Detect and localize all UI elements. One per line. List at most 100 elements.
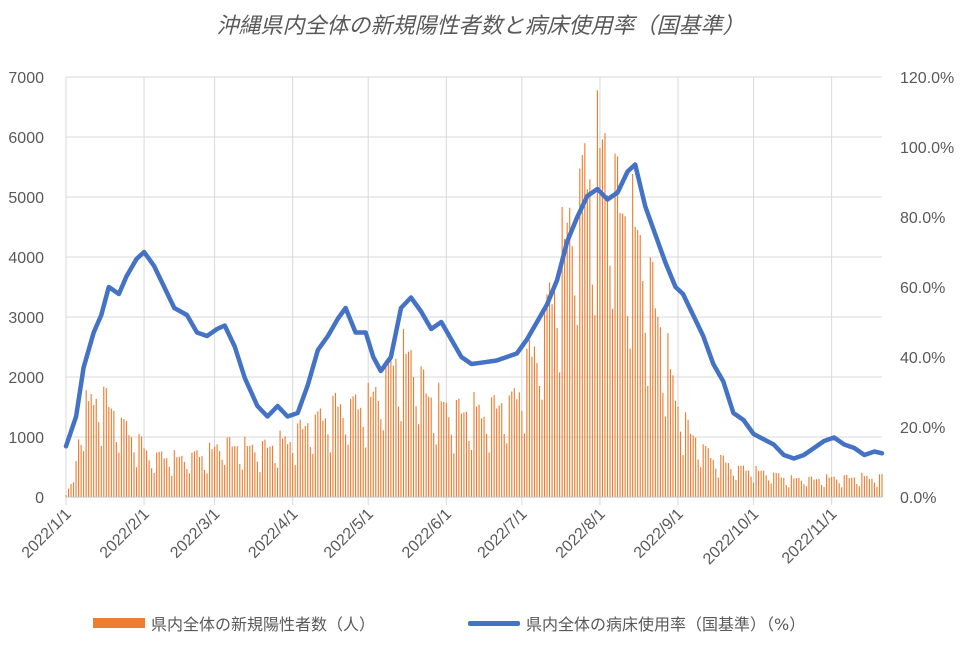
bar-new-cases xyxy=(815,479,818,497)
bar-new-cases xyxy=(88,401,90,497)
bar-new-cases xyxy=(861,472,863,497)
bar-new-cases xyxy=(780,477,782,497)
bar-new-cases xyxy=(430,397,432,497)
bar-new-cases xyxy=(123,419,125,497)
bar-new-cases xyxy=(70,484,72,497)
bar-new-cases xyxy=(707,448,709,497)
bar-new-cases xyxy=(533,346,536,497)
bar-new-cases xyxy=(143,448,145,497)
bar-new-cases xyxy=(637,229,639,498)
bar-new-cases xyxy=(881,473,883,497)
bar-new-cases xyxy=(828,477,830,497)
bar-new-cases xyxy=(108,407,110,497)
bar-new-cases xyxy=(120,417,122,497)
bar-new-cases xyxy=(211,449,213,497)
x-tick-label: 2022/3/1 xyxy=(167,506,223,562)
bar-new-cases xyxy=(350,398,352,497)
y-right-tick-label: 60.0% xyxy=(900,280,945,297)
bar-new-cases xyxy=(105,388,107,497)
bar-new-cases xyxy=(798,477,800,497)
bar-new-cases xyxy=(93,405,95,497)
bar-new-cases xyxy=(168,466,170,497)
bar-new-cases xyxy=(224,464,226,497)
bar-new-cases xyxy=(657,317,659,497)
bar-new-cases xyxy=(820,484,823,497)
bar-new-cases xyxy=(589,179,591,497)
bar-new-cases xyxy=(591,284,593,497)
x-tick-label: 2022/5/1 xyxy=(321,506,377,562)
x-tick-label: 2022/2/1 xyxy=(97,506,153,562)
bar-new-cases xyxy=(83,451,85,497)
bar-new-cases xyxy=(692,435,694,497)
bar-new-cases xyxy=(135,467,138,497)
bar-new-cases xyxy=(851,477,853,497)
bar-new-cases xyxy=(334,392,337,497)
bar-new-cases xyxy=(249,445,251,497)
bar-new-cases xyxy=(735,479,737,497)
bar-new-cases xyxy=(297,423,299,497)
bar-new-cases xyxy=(410,350,412,497)
bar-new-cases xyxy=(722,455,724,497)
x-tick-label: 2022/10/1 xyxy=(700,506,762,568)
bar-new-cases xyxy=(810,476,813,497)
x-tick-label: 2022/4/1 xyxy=(245,506,301,562)
bar-new-cases xyxy=(712,459,714,497)
bar-new-cases xyxy=(584,143,586,497)
bar-new-cases xyxy=(186,469,188,497)
bar-new-cases xyxy=(284,436,286,497)
bar-new-cases xyxy=(574,295,576,497)
x-tick-label: 2022/1/1 xyxy=(19,506,75,562)
bar-new-cases xyxy=(493,395,495,497)
bar-new-cases xyxy=(483,416,485,497)
bar-new-cases xyxy=(201,456,203,497)
bar-new-cases xyxy=(790,475,792,497)
bar-new-cases xyxy=(543,306,546,497)
y-left-tick-label: 4000 xyxy=(8,250,44,267)
bar-new-cases xyxy=(153,473,155,497)
y-left-tick-label: 3000 xyxy=(8,310,44,327)
bar-new-cases xyxy=(67,488,70,497)
bar-new-cases xyxy=(337,406,339,497)
bar-new-cases xyxy=(118,452,120,497)
bar-new-cases xyxy=(513,388,515,497)
bar-new-cases xyxy=(380,419,382,497)
bar-new-cases xyxy=(178,456,180,497)
bar-new-cases xyxy=(269,446,271,497)
bar-new-cases xyxy=(397,406,400,497)
bar-new-cases xyxy=(85,390,87,497)
bar-new-cases xyxy=(674,400,677,497)
bar-new-cases xyxy=(679,431,682,497)
bar-new-cases xyxy=(271,445,274,497)
bar-new-cases xyxy=(322,420,324,497)
bar-new-cases xyxy=(78,439,80,497)
bar-new-cases xyxy=(876,486,878,497)
bar-new-cases xyxy=(601,139,604,497)
bar-new-cases xyxy=(642,281,644,497)
bar-new-cases xyxy=(412,376,415,497)
bar-new-cases xyxy=(662,393,664,497)
bar-new-cases xyxy=(609,265,611,497)
y-left-tick-label: 1000 xyxy=(8,430,44,447)
bar-new-cases xyxy=(161,451,163,497)
bar-new-cases xyxy=(511,391,513,497)
bar-new-cases xyxy=(405,353,407,497)
bar-new-cases xyxy=(788,487,790,497)
bar-new-cases xyxy=(768,480,770,497)
bar-new-cases xyxy=(465,411,468,497)
bar-new-cases xyxy=(183,461,185,497)
bar-new-cases xyxy=(110,408,112,497)
bar-new-cases xyxy=(717,477,719,497)
bar-new-cases xyxy=(423,369,425,497)
bar-new-cases xyxy=(473,391,475,497)
bar-new-cases xyxy=(138,433,140,497)
bar-new-cases xyxy=(314,414,316,497)
bar-new-cases xyxy=(878,474,881,497)
bar-new-cases xyxy=(418,424,420,497)
legend-cases-swatch xyxy=(93,618,145,628)
bar-new-cases xyxy=(72,482,75,497)
bar-new-cases xyxy=(443,401,445,497)
bar-new-cases xyxy=(344,434,347,497)
bar-new-cases xyxy=(720,455,722,497)
bar-new-cases xyxy=(632,173,634,497)
bar-new-cases xyxy=(793,478,795,497)
